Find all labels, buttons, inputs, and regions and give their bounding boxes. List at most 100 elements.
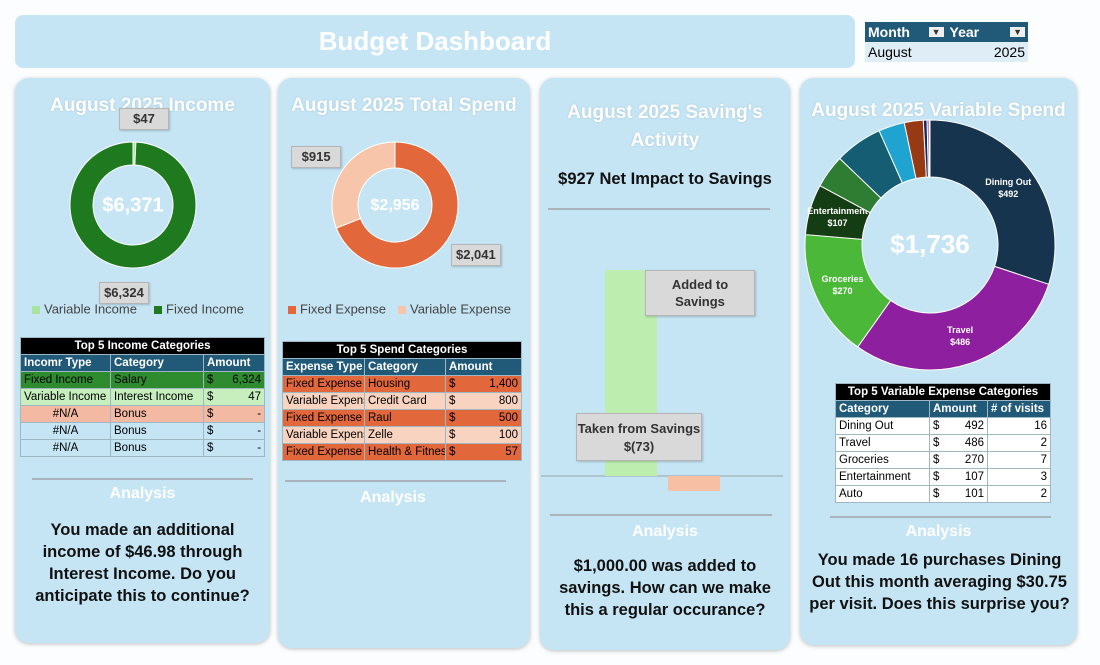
legend-swatch	[398, 306, 406, 314]
column-header: Category	[364, 358, 446, 376]
center-label: $6,371	[102, 194, 163, 216]
data-label: $107	[827, 218, 847, 228]
table-cell: $	[203, 388, 224, 406]
pie-slice	[335, 141, 459, 269]
column-header: Category	[835, 400, 930, 418]
bar	[605, 270, 657, 476]
slice-category: Groceries	[821, 274, 863, 284]
slice-category: Dining Out	[985, 177, 1031, 187]
table-cell: $	[203, 422, 224, 440]
table-cell: Bonus	[110, 422, 204, 440]
analysis-text: You made 16 purchases Dining Out this mo…	[809, 551, 1070, 613]
table-cell: Fixed Expense	[282, 409, 365, 427]
center-label: $2,956	[371, 197, 420, 214]
data-label: $270	[832, 286, 852, 296]
table-cell: $	[203, 371, 224, 389]
table-cell: Zelle	[364, 426, 446, 444]
analysis-text: $1,000.00 was added to savings. How can …	[559, 557, 771, 619]
legend-swatch	[288, 306, 296, 314]
bar	[668, 476, 720, 492]
legend-swatch	[154, 306, 162, 314]
table-cell: Dining Out	[835, 417, 930, 435]
table-cell: $	[929, 485, 950, 503]
filter-value[interactable]: 2025	[993, 44, 1025, 60]
analysis-heading: Analysis	[360, 489, 426, 506]
table-cell: $	[445, 426, 472, 444]
table-cell: $	[445, 409, 472, 427]
table-cell: #N/A	[20, 439, 111, 457]
table-cell: 100	[471, 426, 523, 444]
table-cell: $	[203, 405, 224, 423]
table-cell: Fixed Expense	[282, 443, 365, 461]
dropdown-button[interactable]: ▼	[928, 27, 944, 37]
data-table: Top 5 Variable Expense Categories Categor…	[835, 383, 1051, 503]
table-cell: $	[929, 434, 950, 452]
table-cell: Variable Expense	[282, 392, 365, 410]
column-header: # of visits	[987, 400, 1051, 418]
table-cell: Interest Income	[110, 388, 204, 406]
legend-label: Fixed Income	[166, 301, 244, 316]
panel-title: August 2025 Total Spend	[291, 95, 517, 116]
divider	[548, 208, 770, 210]
table-cell: 101	[949, 485, 988, 503]
filter-header-cell[interactable]: Year ▼	[947, 22, 1029, 42]
analysis-text: You made an additional income of $46.98 …	[35, 521, 250, 605]
column-header: Amount	[929, 400, 988, 418]
header-bar: Budget Dashboard	[15, 15, 855, 68]
dropdown-button[interactable]: ▼	[1010, 27, 1025, 37]
dashboard-title: Budget Dashboard	[318, 26, 552, 56]
divider	[830, 516, 1051, 518]
table-cell: Health & Fitness	[364, 443, 446, 461]
column-header: Amount	[202, 354, 266, 372]
table-cell: Travel	[835, 434, 930, 452]
table-cell: Variable Income	[20, 388, 111, 406]
table-cell: Raul	[364, 409, 446, 427]
table-cell: Housing	[364, 375, 446, 393]
table-cell: 3	[987, 468, 1051, 486]
filter-table: Month ▼ Year ▼ August 2025	[865, 22, 1028, 62]
table-cell: $	[445, 392, 472, 410]
divider	[285, 480, 506, 482]
table-cell: Fixed Income	[20, 371, 111, 389]
analysis-heading: Analysis	[109, 485, 176, 502]
table-cell: #N/A	[20, 405, 111, 423]
panel	[540, 78, 790, 650]
table-cell: -	[223, 405, 266, 423]
column-header: Amount	[444, 358, 523, 376]
table-cell: 16	[987, 417, 1051, 435]
analysis-heading: Analysis	[632, 523, 698, 540]
table-title: Top 5 Income Categories	[19, 337, 266, 355]
table-cell: 47	[223, 388, 266, 406]
table-cell: $	[929, 417, 950, 435]
legend-swatch	[32, 306, 40, 314]
filter-header-cell[interactable]: Month ▼	[865, 22, 947, 42]
panel-title: August 2025 Variable Spend	[811, 100, 1066, 121]
table-cell: 492	[949, 417, 988, 435]
table-cell: $	[929, 468, 950, 486]
panel-title: August 2025 Income	[50, 95, 235, 116]
table-cell: #N/A	[20, 422, 111, 440]
divider	[550, 514, 772, 516]
panel-title: August 2025 Saving's Activity	[567, 102, 763, 151]
table-cell: 270	[949, 451, 988, 469]
table-cell: -	[223, 439, 266, 457]
table-cell: 7	[987, 451, 1051, 469]
table-title: Top 5 Spend Categories	[281, 341, 523, 359]
legend-label: Variable Income	[44, 301, 137, 316]
table-cell: 6,324	[223, 371, 266, 389]
pie-slice	[69, 141, 197, 269]
table-cell: 1,400	[471, 375, 523, 393]
table-cell: 800	[471, 392, 523, 410]
center-label: $1,736	[890, 229, 970, 259]
table-cell: $	[203, 439, 224, 457]
table-cell: Auto	[835, 485, 930, 503]
data-label: $486	[950, 337, 970, 347]
table-cell: Groceries	[835, 451, 930, 469]
filter-value[interactable]: August	[868, 44, 912, 60]
table-cell: $	[445, 443, 472, 461]
table-cell: 57	[471, 443, 523, 461]
table-title: Top 5 Variable Expense Categories	[835, 383, 1051, 401]
pie-slice	[929, 119, 1056, 285]
table-cell: Entertainment	[835, 468, 930, 486]
analysis-heading: Analysis	[905, 523, 972, 540]
